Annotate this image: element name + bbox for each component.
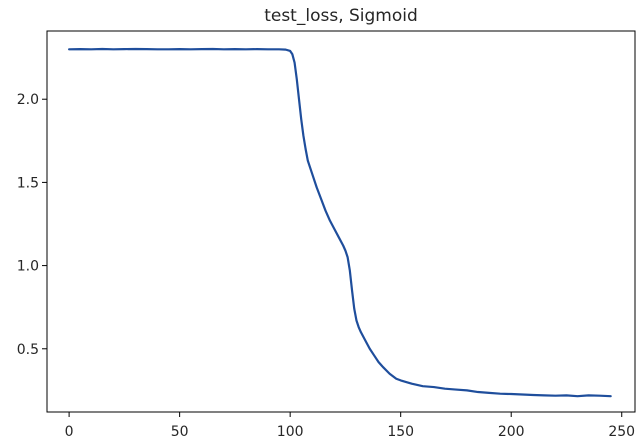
x-axis: 0 50 100 150 200 250 [65,412,635,440]
y-tick-label: 1.5 [17,175,39,191]
y-tick-label: 2.0 [17,92,39,108]
chart-title: test_loss, Sigmoid [264,6,418,26]
x-tick-label: 150 [387,424,414,440]
x-tick-label: 100 [277,424,304,440]
x-tick-label: 0 [65,424,74,440]
series-line-0 [68,47,612,398]
y-tick-label: 0.5 [17,342,39,358]
x-tick-label: 50 [171,424,189,440]
y-tick-label: 1.0 [17,259,39,275]
y-axis: 0.5 1.0 1.5 2.0 [17,92,47,358]
x-tick-label: 250 [608,424,635,440]
x-tick-label: 200 [498,424,525,440]
plot-area [68,47,612,398]
axes-frame [46,30,636,413]
